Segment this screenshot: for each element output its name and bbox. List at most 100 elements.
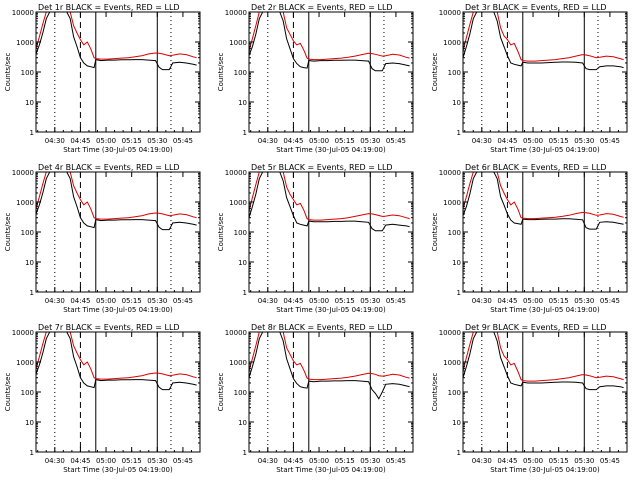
lld-series-line — [463, 332, 624, 382]
x-tick-label: 05:00 — [309, 137, 329, 145]
y-tick-label: 10 — [238, 99, 247, 107]
y-tick-label: 100 — [448, 69, 461, 77]
lld-series-line — [463, 12, 624, 62]
y-tick-label: 100 — [234, 389, 247, 397]
events-series-line — [249, 12, 410, 72]
x-tick-label: 05:00 — [523, 137, 543, 145]
x-tick-label: 04:45 — [283, 137, 303, 145]
x-tick-label: 05:45 — [386, 457, 406, 465]
x-tick-label: 05:00 — [523, 297, 543, 305]
y-tick-label: 100 — [448, 389, 461, 397]
y-tick-label: 10 — [452, 419, 461, 427]
x-tick-label: 04:30 — [472, 457, 492, 465]
lld-series-line — [249, 12, 410, 61]
y-tick-label: 1 — [30, 129, 34, 137]
y-tick-label: 1 — [243, 449, 247, 457]
events-series-line — [36, 172, 197, 231]
x-tick-label: 05:00 — [309, 297, 329, 305]
events-series-line — [463, 332, 624, 391]
y-tick-label: 1000 — [16, 39, 34, 47]
detector-panel-9: 1 10 100 1000 10000 04:30 04:45 05:00 05:15 05:30… — [431, 323, 628, 474]
x-axis-label: Start Time (30-Jul-05 04:19:00) — [276, 146, 386, 154]
x-axis-label: Start Time (30-Jul-05 04:19:00) — [63, 466, 173, 474]
lld-series-line — [36, 332, 197, 380]
events-series-line — [249, 332, 410, 400]
lld-series-line — [36, 172, 197, 220]
x-tick-label: 05:30 — [574, 297, 594, 305]
y-tick-label: 10000 — [12, 9, 34, 17]
x-tick-label: 05:15 — [549, 137, 569, 145]
detector-panel-2: 1 10 100 1000 10000 04:30 04:45 05:00 05:15 05:30… — [217, 3, 414, 154]
x-tick-label: 04:30 — [45, 137, 65, 145]
y-tick-label: 1000 — [443, 39, 461, 47]
y-tick-label: 10000 — [225, 169, 247, 177]
detector-panel-5: 1 10 100 1000 10000 04:30 04:45 05:00 05:15 05:30… — [217, 163, 414, 314]
x-tick-label: 05:45 — [173, 457, 193, 465]
x-tick-label: 04:45 — [70, 137, 90, 145]
x-tick-label: 04:30 — [258, 137, 278, 145]
x-tick-label: 05:15 — [549, 457, 569, 465]
detector-panel-3: 1 10 100 1000 10000 04:30 04:45 05:00 05:15 05:30… — [431, 3, 628, 154]
x-tick-label: 04:45 — [70, 457, 90, 465]
x-tick-label: 05:00 — [96, 297, 116, 305]
events-series-line — [36, 12, 197, 71]
events-series-line — [36, 332, 197, 391]
x-tick-label: 05:45 — [173, 297, 193, 305]
x-tick-label: 04:30 — [45, 457, 65, 465]
detector-panel-7: 1 10 100 1000 10000 04:30 04:45 05:00 05:15 05:30… — [4, 323, 201, 474]
x-tick-label: 05:00 — [96, 457, 116, 465]
events-series-line — [463, 12, 624, 71]
events-series-line — [249, 172, 410, 232]
y-tick-label: 100 — [21, 229, 34, 237]
y-tick-label: 1000 — [443, 359, 461, 367]
plot-frame — [462, 331, 628, 453]
y-tick-label: 1 — [457, 289, 461, 297]
x-tick-label: 05:30 — [360, 457, 380, 465]
y-tick-label: 10000 — [12, 329, 34, 337]
x-tick-label: 05:00 — [309, 457, 329, 465]
y-tick-label: 1 — [457, 129, 461, 137]
lld-series-line — [249, 172, 410, 221]
plot-frame — [248, 171, 414, 293]
y-tick-label: 100 — [21, 69, 34, 77]
detector-panel-4: 1 10 100 1000 10000 04:30 04:45 05:00 05:15 05:30… — [4, 163, 201, 314]
plot-frame — [35, 331, 201, 453]
y-tick-label: 10 — [452, 259, 461, 267]
panel-title: Det 8r BLACK = Events, RED = LLD — [251, 323, 393, 332]
y-axis-label: Counts/sec — [4, 373, 12, 412]
lld-series-line — [249, 332, 410, 381]
detector-panel-1: 1 10 100 1000 10000 04:30 04:45 05:00 05:15 05:30… — [4, 3, 201, 154]
y-tick-label: 10000 — [225, 329, 247, 337]
x-tick-label: 05:15 — [122, 137, 142, 145]
panel-title: Det 2r BLACK = Events, RED = LLD — [251, 3, 393, 12]
y-tick-label: 1000 — [229, 199, 247, 207]
y-tick-label: 1000 — [229, 39, 247, 47]
x-axis-label: Start Time (30-Jul-05 04:19:00) — [276, 466, 386, 474]
x-tick-label: 05:15 — [335, 137, 355, 145]
y-tick-label: 10000 — [439, 9, 461, 17]
y-tick-label: 1000 — [16, 199, 34, 207]
y-tick-label: 10 — [238, 419, 247, 427]
panel-title: Det 1r BLACK = Events, RED = LLD — [38, 3, 180, 12]
y-tick-label: 10 — [25, 419, 34, 427]
x-axis-label: Start Time (30-Jul-05 04:19:00) — [276, 306, 386, 314]
y-tick-label: 10 — [452, 99, 461, 107]
x-tick-label: 04:30 — [472, 297, 492, 305]
x-tick-label: 05:45 — [600, 137, 620, 145]
x-tick-label: 05:15 — [122, 457, 142, 465]
x-tick-label: 05:45 — [600, 457, 620, 465]
plot-frame — [35, 171, 201, 293]
x-tick-label: 05:15 — [335, 297, 355, 305]
y-tick-label: 1000 — [16, 359, 34, 367]
y-tick-label: 100 — [234, 229, 247, 237]
x-tick-label: 04:45 — [283, 457, 303, 465]
plot-frame — [248, 331, 414, 453]
panel-title: Det 3r BLACK = Events, RED = LLD — [465, 3, 607, 12]
y-tick-label: 100 — [234, 69, 247, 77]
lld-series-line — [463, 172, 624, 220]
y-axis-label: Counts/sec — [4, 53, 12, 92]
plot-frame — [462, 11, 628, 133]
detector-panel-8: 1 10 100 1000 10000 04:30 04:45 05:00 05:15 05:30… — [217, 323, 414, 474]
panel-title: Det 5r BLACK = Events, RED = LLD — [251, 163, 393, 172]
